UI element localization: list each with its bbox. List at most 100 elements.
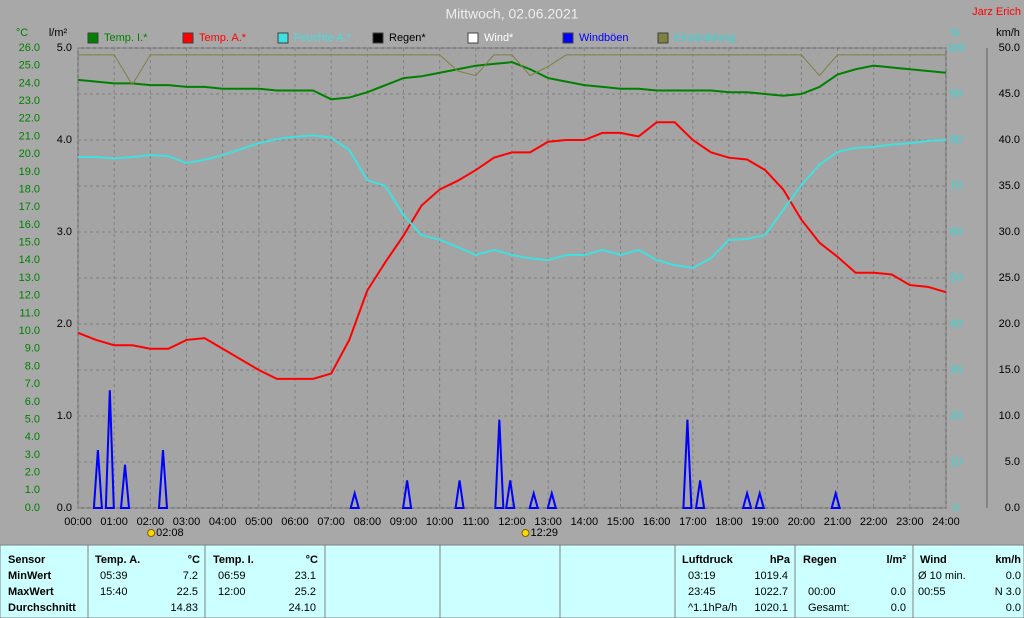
legend-swatch — [467, 32, 479, 44]
table-cell: 00:00 — [808, 586, 836, 598]
y3-tick-label: 20.0 — [999, 318, 1020, 330]
chart-title: Mittwoch, 02.06.2021 — [445, 6, 578, 22]
table-cell: 12:00 — [218, 586, 246, 598]
x-tick-label: 13:00 — [534, 516, 562, 528]
gust-spike — [741, 489, 753, 509]
table-cell: 22.5 — [177, 586, 198, 598]
legend-swatch — [277, 32, 289, 44]
rain-tick-label: 4.0 — [57, 134, 72, 146]
x-tick-label: 15:00 — [607, 516, 635, 528]
legend-label: Feuchte A.* — [294, 32, 352, 44]
x-tick-label: 22:00 — [860, 516, 888, 528]
table-cell: Ø 10 min. — [918, 570, 966, 582]
table-cell: Temp. A. — [95, 554, 140, 566]
legend-label: Regen* — [389, 32, 426, 44]
series-line — [77, 61, 947, 101]
author: Jarz Erich — [972, 6, 1021, 18]
table-cell: Luftdruck — [682, 554, 734, 566]
y-tick-label: 3.0 — [25, 449, 40, 461]
x-tick-label: 00:00 — [64, 516, 92, 528]
y3-tick-label: 35.0 — [999, 180, 1020, 192]
table-cell: MinWert — [8, 570, 52, 582]
x-tick-label: 24:00 — [932, 516, 960, 528]
x-tick-label: 06:00 — [281, 516, 309, 528]
legend-swatch — [372, 32, 384, 44]
y-tick-label: 10.0 — [19, 325, 40, 337]
legend-label: Windböen — [579, 32, 629, 44]
gust-spike — [505, 480, 516, 509]
table-cell: °C — [306, 554, 318, 566]
y3-tick-label: 30.0 — [999, 226, 1020, 238]
x-tick-label: 16:00 — [643, 516, 671, 528]
y-tick-label: 22.0 — [19, 113, 40, 125]
x-tick-label: 19:00 — [751, 516, 779, 528]
gust-spike — [754, 489, 766, 509]
x-tick-label: 11:00 — [462, 516, 489, 528]
x-tick-label: 20:00 — [788, 516, 816, 528]
table-cell: Temp. I. — [213, 554, 254, 566]
y3-tick-label: 25.0 — [999, 272, 1020, 284]
y2-tick-label: 40 — [950, 318, 962, 330]
x-tick-label: 12:00 — [498, 516, 526, 528]
gust-spike — [349, 489, 360, 509]
table-cell: 0.0 — [891, 602, 906, 614]
y-tick-label: 9.0 — [25, 343, 40, 355]
legend-swatch — [562, 32, 574, 44]
summary-table — [0, 544, 1024, 618]
annotation: 12:29 — [530, 527, 558, 539]
y2-tick-label: 80 — [950, 134, 962, 146]
table-cell: 1022.7 — [754, 586, 788, 598]
table-cell: 14.83 — [170, 602, 198, 614]
x-tick-label: 09:00 — [390, 516, 418, 528]
table-cell: Sensor — [8, 554, 46, 566]
x-tick-label: 07:00 — [317, 516, 345, 528]
x-tick-label: 01:00 — [100, 516, 128, 528]
table-cell: Regen — [803, 554, 837, 566]
y2-tick-label: 10 — [950, 456, 962, 468]
table-cell: hPa — [770, 554, 791, 566]
rain-tick-label: 0.0 — [57, 502, 72, 514]
table-cell: N 3.0 — [995, 586, 1021, 598]
gust-spike — [694, 480, 706, 509]
y3-tick-label: 5.0 — [1005, 456, 1020, 468]
y-tick-label: 19.0 — [19, 166, 40, 178]
x-tick-label: 10:00 — [426, 516, 454, 528]
table-cell: 1019.4 — [754, 570, 788, 582]
y2-tick-label: 20 — [950, 410, 962, 422]
y3-tick-label: 0.0 — [1005, 502, 1020, 514]
sun-icon — [147, 529, 156, 537]
axis-unit: km/h — [996, 27, 1020, 39]
table-cell: Gesamt: — [808, 602, 850, 614]
axis-unit: % — [950, 27, 960, 39]
table-cell: 06:59 — [218, 570, 246, 582]
legend-swatch — [87, 32, 99, 44]
table-cell: ^1.1hPa/h — [688, 602, 737, 614]
y2-tick-label: 50 — [950, 272, 962, 284]
table-cell: 00:55 — [918, 586, 946, 598]
y-tick-label: 1.0 — [25, 484, 40, 496]
legend-swatch — [657, 32, 669, 44]
table-cell: 0.0 — [891, 586, 906, 598]
table-cell: °C — [188, 554, 200, 566]
gust-spike — [157, 449, 169, 509]
table-cell: l/m² — [886, 554, 906, 566]
y3-tick-label: 10.0 — [999, 410, 1020, 422]
legend-label: Wind* — [484, 32, 514, 44]
gust-spike — [104, 390, 115, 509]
table-cell: 05:39 — [100, 570, 128, 582]
table-cell: 23:45 — [688, 586, 716, 598]
x-tick-label: 17:00 — [679, 516, 707, 528]
y-tick-label: 2.0 — [25, 467, 40, 479]
annotation: 02:08 — [156, 527, 184, 539]
table-cell: km/h — [995, 554, 1021, 566]
rain-tick-label: 3.0 — [57, 226, 72, 238]
table-cell: 03:19 — [688, 570, 716, 582]
x-tick-label: 03:00 — [173, 516, 201, 528]
y2-tick-label: 0 — [953, 502, 959, 514]
y3-tick-label: 40.0 — [999, 134, 1020, 146]
rain-tick-label: 5.0 — [57, 42, 72, 54]
table-cell: 7.2 — [183, 570, 198, 582]
x-tick-label: 23:00 — [896, 516, 924, 528]
